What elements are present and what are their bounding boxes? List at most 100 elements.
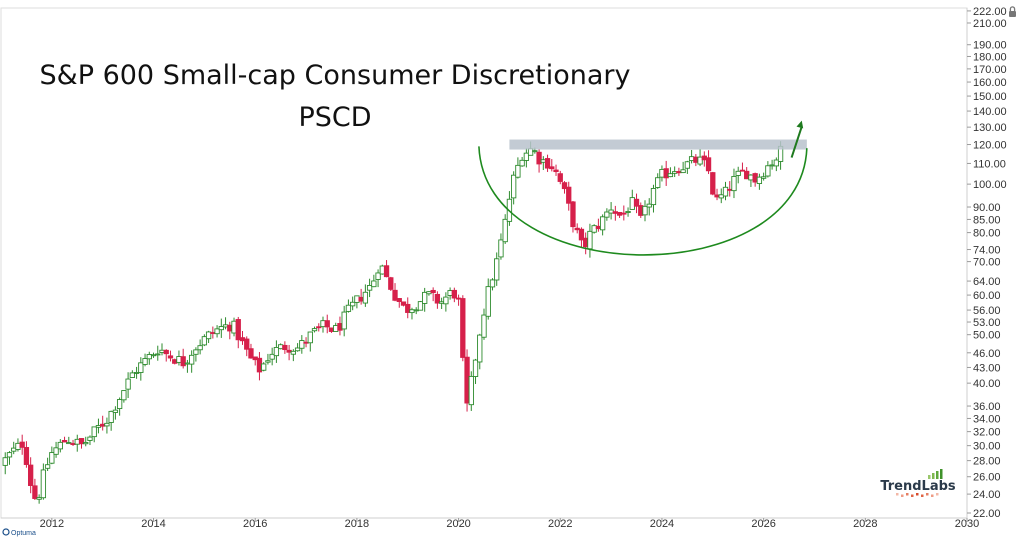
candle — [760, 172, 767, 181]
candle-body — [362, 291, 369, 304]
candle — [625, 207, 631, 217]
y-tick-label: 190.00 — [973, 40, 1007, 52]
candle — [489, 278, 496, 291]
y-tick-label: 110.00 — [973, 158, 1006, 170]
candle — [731, 168, 737, 199]
candle-body — [159, 349, 165, 353]
candle-body — [129, 372, 135, 378]
candle-body — [527, 148, 534, 156]
candle — [316, 323, 322, 332]
candle — [655, 173, 661, 189]
candle-body — [146, 354, 152, 360]
candle-body — [447, 290, 453, 296]
candle — [282, 341, 288, 354]
candle — [324, 314, 330, 334]
candle-body — [61, 439, 68, 443]
candle-body — [32, 485, 38, 499]
candle-body — [176, 356, 182, 363]
candle — [667, 167, 674, 178]
candle-body — [540, 159, 546, 163]
candle-body — [676, 171, 682, 174]
candle — [44, 457, 51, 472]
candle-body — [23, 447, 30, 465]
candle-body — [172, 359, 178, 364]
x-tick-label: 2012 — [40, 518, 64, 530]
candle-body — [570, 201, 576, 228]
candle — [129, 370, 135, 378]
candle-body — [57, 441, 63, 450]
candle — [544, 154, 551, 172]
candle — [434, 291, 441, 309]
candle-body — [608, 209, 614, 214]
candle-body — [307, 331, 313, 344]
candle-body — [553, 169, 559, 173]
candle — [756, 173, 763, 190]
candle-body — [485, 286, 491, 317]
x-tick-label: 2016 — [243, 518, 267, 530]
candle — [578, 227, 585, 248]
logo-dot — [911, 494, 914, 497]
candle-body — [252, 356, 258, 361]
candle — [299, 335, 305, 354]
candle-body — [91, 426, 97, 438]
x-tick-label: 2020 — [446, 518, 470, 530]
candle-body — [536, 151, 542, 165]
logo-bar — [936, 471, 939, 479]
candle-body — [460, 298, 466, 358]
candle — [477, 333, 483, 370]
logo-dots-icon — [896, 493, 939, 497]
candle-body — [727, 188, 733, 191]
logo-dot — [931, 494, 934, 497]
y-tick-label: 50.00 — [973, 330, 1001, 342]
lock-icon[interactable] — [1009, 6, 1016, 17]
candle — [167, 350, 174, 362]
candle-body — [434, 293, 441, 304]
candle — [104, 417, 110, 434]
candle-body — [138, 362, 144, 373]
candle — [710, 171, 716, 196]
candle-body — [489, 279, 496, 288]
candle — [116, 397, 123, 416]
candle — [290, 349, 296, 362]
candle — [57, 439, 63, 453]
candle-body — [375, 272, 381, 280]
candle-body — [688, 156, 695, 162]
candle — [32, 478, 38, 500]
candle-body — [417, 301, 424, 311]
candle-body — [15, 442, 21, 450]
candle — [549, 159, 555, 172]
candle-body — [193, 349, 199, 355]
y-tick-label: 150.00 — [973, 91, 1007, 103]
candle — [28, 457, 34, 494]
candle-body — [663, 168, 669, 179]
candle — [163, 349, 169, 362]
candle-body — [218, 326, 224, 331]
candle-body — [36, 497, 42, 500]
candle — [566, 181, 572, 211]
candle — [146, 351, 152, 365]
candle — [485, 278, 491, 320]
candle-body — [769, 164, 775, 167]
logo-bar — [932, 473, 935, 479]
candle — [112, 406, 119, 420]
candle-body — [451, 289, 457, 299]
candle — [557, 170, 563, 185]
candle-body — [438, 301, 445, 304]
candle-body — [612, 211, 618, 214]
candle-body — [383, 265, 390, 278]
logo-dot — [896, 493, 899, 496]
candle — [155, 345, 161, 361]
candle-body — [680, 169, 686, 174]
y-tick-label: 210.00 — [973, 18, 1007, 30]
candle-body — [167, 355, 174, 359]
candle — [40, 463, 47, 500]
candle-body — [430, 289, 436, 294]
candle — [494, 252, 500, 286]
candle-body — [464, 356, 470, 404]
y-tick-label: 28.00 — [973, 456, 1001, 468]
candle-body — [345, 304, 352, 312]
candle-body — [472, 359, 479, 378]
x-tick-label: 2022 — [548, 518, 572, 530]
candle-body — [625, 210, 631, 213]
candle — [214, 325, 220, 338]
